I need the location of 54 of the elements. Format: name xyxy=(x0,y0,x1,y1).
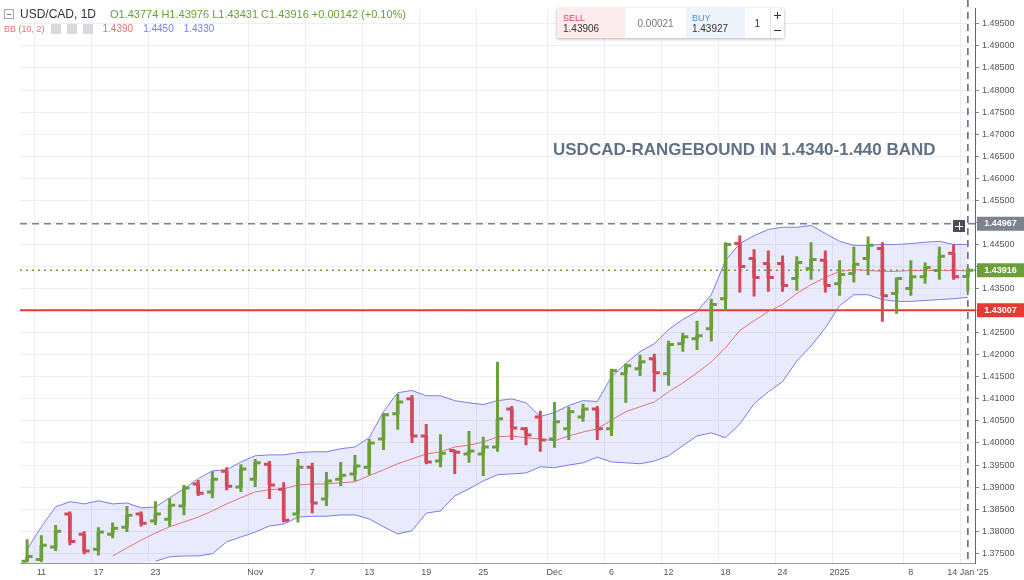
x-tick-label: 14 Jan '25 xyxy=(947,566,989,577)
x-tick-label: 6 xyxy=(609,566,615,577)
annotation: 1 xyxy=(754,17,761,29)
x-tick-label: 25 xyxy=(478,566,489,577)
chart-subtitle: O1.43774 H1.43976 L1.43431 C1.43916 +0.00142 (+0.10%) xyxy=(110,7,407,20)
x-tick-label: Nov xyxy=(247,566,264,577)
x-tick-label: 7 xyxy=(309,566,315,577)
text: BB (10, 2) xyxy=(4,23,45,34)
y-tick-label: 1.48500 xyxy=(982,62,1015,73)
annotation: 0.00021 xyxy=(637,17,674,29)
annotation: 1.43906 xyxy=(563,22,601,34)
y-tick-label: 1.40000 xyxy=(982,437,1015,448)
x-tick-label: Dec xyxy=(546,566,564,577)
y-tick-label: 1.41000 xyxy=(982,393,1015,404)
annotation: SELL xyxy=(563,12,587,23)
annotation: 1.43927 xyxy=(691,22,730,34)
y-tick-label: 1.48000 xyxy=(982,84,1015,95)
annotation: 1.4330 xyxy=(183,23,215,34)
y-tick-label: 1.40500 xyxy=(982,415,1015,426)
x-tick-label: 23 xyxy=(150,566,161,577)
x-tick-label: 11 xyxy=(36,566,47,577)
x-tick-label: 24 xyxy=(777,566,788,577)
y-tick-label: 1.42500 xyxy=(982,327,1015,338)
y-tick-label: 1.45500 xyxy=(982,194,1015,205)
x-tick-label: 13 xyxy=(364,566,375,577)
y-tick-label: 1.41500 xyxy=(982,371,1015,382)
ref-line-label: 1.43916 xyxy=(984,264,1017,275)
x-tick-label: 18 xyxy=(720,566,731,577)
annotation: BUY xyxy=(691,12,712,23)
x-tick-label: 2025 xyxy=(829,566,850,577)
y-tick-label: 1.44500 xyxy=(982,238,1015,249)
x-tick-label: 8 xyxy=(908,566,914,577)
y-tick-label: 1.37500 xyxy=(982,547,1015,558)
y-tick-label: 1.39000 xyxy=(982,481,1015,492)
y-tick-label: 1.46000 xyxy=(982,172,1015,183)
chart-title: USD/CAD, 1D xyxy=(20,6,97,21)
annotation: 1.4390 xyxy=(102,23,134,34)
y-tick-label: 1.49000 xyxy=(982,40,1015,51)
y-tick-label: 1.43500 xyxy=(982,283,1015,294)
y-tick-label: 1.42000 xyxy=(982,349,1015,360)
y-tick-label: 1.47500 xyxy=(982,106,1015,117)
annotation: 1.4450 xyxy=(143,23,174,34)
annotation: USDCAD-RANGEBOUND IN 1.4340-1.440 BAND xyxy=(553,140,936,160)
ref-line-label: 1.43007 xyxy=(984,304,1017,315)
y-tick-label: 1.49500 xyxy=(982,18,1015,29)
x-tick-label: 17 xyxy=(93,566,104,577)
x-tick-label: 19 xyxy=(421,566,432,577)
y-tick-label: 1.39500 xyxy=(982,459,1015,470)
ref-line-label: 1.44967 xyxy=(984,218,1017,229)
y-tick-label: 1.46500 xyxy=(982,150,1015,161)
y-tick-label: 1.38000 xyxy=(982,525,1015,536)
y-tick-label: 1.47000 xyxy=(982,128,1015,139)
y-tick-label: 1.38500 xyxy=(982,503,1015,514)
x-tick-label: 12 xyxy=(663,566,674,577)
